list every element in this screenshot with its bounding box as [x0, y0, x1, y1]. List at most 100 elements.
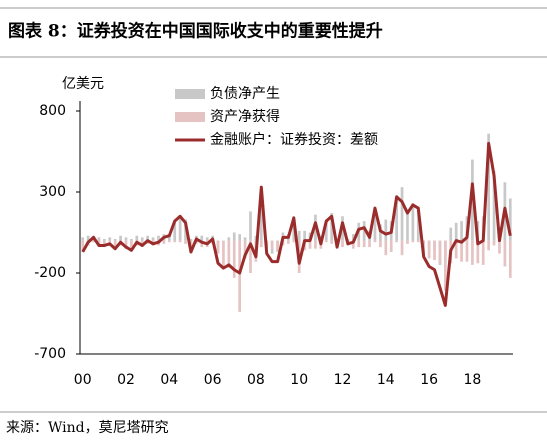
bar: [178, 240, 182, 243]
bar: [384, 240, 388, 256]
x-tick-label: 18: [463, 372, 481, 388]
bar: [492, 240, 496, 246]
x-tick-label: 16: [420, 372, 438, 388]
bar: [81, 240, 85, 251]
x-tick-label: 00: [74, 372, 92, 388]
bar: [81, 237, 85, 241]
bar: [460, 240, 463, 262]
bar: [454, 240, 458, 259]
bar: [324, 240, 328, 243]
x-tick-label: 08: [247, 372, 265, 388]
bar: [200, 235, 204, 241]
bar: [249, 240, 252, 273]
line: [81, 141, 512, 307]
legend-label: 金融账户：证券投资：差额: [210, 131, 378, 148]
bar: [330, 213, 334, 241]
bar: [205, 237, 209, 241]
legend-label: 负债净产生: [210, 86, 280, 102]
legend-swatch: [175, 112, 205, 122]
bar: [427, 240, 431, 259]
bar: [292, 240, 296, 243]
bar: [476, 240, 480, 264]
bar: [373, 206, 377, 241]
bar: [140, 237, 144, 241]
bar: [454, 222, 458, 241]
bar: [471, 240, 474, 265]
bar: [330, 240, 334, 244]
legend-swatch: [175, 89, 205, 99]
x-tick-label: 10: [290, 372, 308, 388]
bar: [200, 240, 204, 248]
bar: [232, 240, 236, 278]
bar: [406, 209, 409, 241]
chart-title: 图表 8：证券投资在中国国际收支中的重要性提升: [8, 21, 383, 42]
bar: [465, 240, 469, 262]
y-tick-label: 800: [39, 103, 66, 119]
bar: [498, 240, 501, 254]
bar: [411, 203, 415, 241]
bar: [416, 240, 420, 243]
bar: [259, 193, 263, 241]
bar: [303, 230, 306, 241]
bar: [395, 240, 398, 243]
bar: [308, 240, 312, 249]
bar: [297, 230, 301, 241]
bar: [400, 240, 404, 256]
bar: [384, 219, 388, 241]
bar: [227, 237, 231, 241]
bar: [135, 235, 139, 241]
bar: [92, 240, 95, 243]
bar: [379, 240, 382, 248]
bar: [314, 240, 317, 249]
bar: [232, 232, 236, 241]
bar: [222, 240, 225, 269]
x-tick-label: 06: [204, 372, 222, 388]
bar: [460, 221, 463, 241]
bar: [508, 240, 512, 278]
bar: [492, 170, 496, 241]
bar: [103, 238, 106, 241]
bar: [357, 240, 361, 248]
y-tick-label: -200: [34, 265, 66, 281]
bar: [178, 216, 182, 241]
bar: [481, 240, 485, 265]
bar: [157, 235, 160, 241]
bar: [130, 240, 133, 251]
y-tick-label: 300: [39, 184, 66, 200]
bar: [167, 234, 171, 241]
bar: [184, 240, 187, 244]
bar: [351, 234, 355, 241]
bar: [406, 240, 409, 244]
bar: [189, 238, 193, 241]
bar: [503, 240, 507, 267]
bar: [119, 235, 122, 241]
bar: [443, 240, 447, 291]
bar: [287, 240, 290, 244]
x-tick-label: 04: [160, 372, 178, 388]
bar: [216, 240, 220, 254]
bar: [113, 238, 117, 241]
bar: [438, 240, 442, 264]
bar: [103, 240, 106, 248]
bar: [173, 221, 177, 241]
bar: [362, 240, 366, 248]
bar: [173, 240, 177, 243]
bar: [243, 237, 247, 241]
bar: [238, 234, 242, 241]
y-axis-label: 亿美元: [62, 76, 104, 92]
bar: [416, 206, 420, 241]
bar: [167, 240, 171, 243]
legend-label: 资产净获得: [210, 108, 280, 125]
bar: [373, 240, 377, 243]
bar: [124, 240, 128, 249]
bar: [146, 235, 150, 241]
bar: [113, 240, 117, 249]
bar: [162, 240, 166, 244]
bar: [395, 195, 398, 241]
bar: [151, 237, 155, 241]
bar: [324, 219, 328, 241]
x-tick-label: 14: [377, 372, 395, 388]
